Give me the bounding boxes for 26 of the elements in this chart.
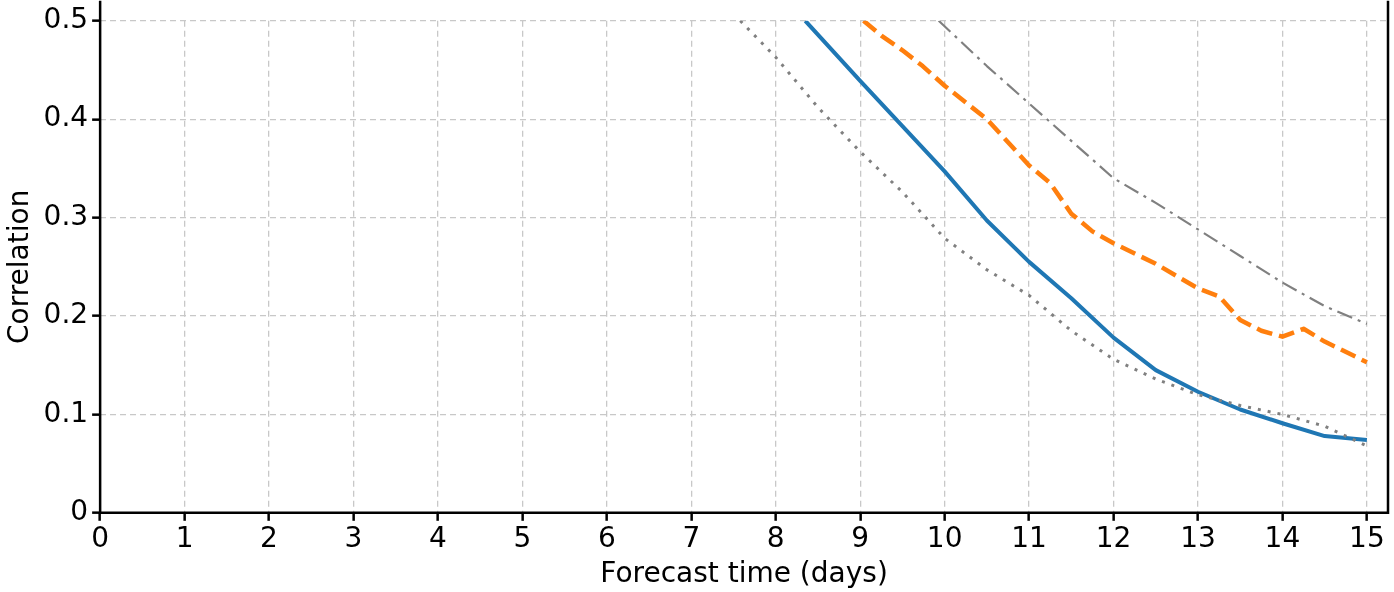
y-tick-label: 0.5 (43, 2, 89, 36)
y-tick-label: 0.4 (43, 100, 89, 134)
y-tick-label: 0.1 (43, 395, 89, 429)
x-tick-label: 10 (926, 520, 963, 554)
x-tick-label: 1 (175, 520, 194, 554)
x-axis-title: Forecast time (days) (600, 556, 888, 590)
y-axis-title: Correlation (2, 189, 36, 344)
x-tick-label: 15 (1349, 520, 1385, 554)
line-series (937, 20, 1368, 325)
y-tick-label: 0.2 (43, 297, 89, 331)
line-series (861, 20, 1370, 365)
x-tick-label: 4 (429, 520, 447, 554)
x-tick-label: 12 (1095, 520, 1132, 554)
x-tick-label: 7 (682, 520, 701, 554)
x-tick-label: 14 (1264, 520, 1301, 554)
x-tick-label: 11 (1011, 520, 1047, 554)
x-tick-label: 9 (851, 520, 870, 554)
y-tick-label: 0.3 (43, 198, 89, 232)
y-tick-label: 0 (70, 494, 89, 528)
x-tick-label: 2 (260, 520, 278, 554)
x-tick-label: 8 (766, 520, 785, 554)
x-tick-label: 13 (1180, 520, 1216, 554)
x-tick-label: 5 (513, 520, 532, 554)
x-tick-label: 6 (597, 520, 616, 554)
x-tick-label: 3 (344, 520, 363, 554)
x-tick-label: 0 (91, 520, 110, 554)
